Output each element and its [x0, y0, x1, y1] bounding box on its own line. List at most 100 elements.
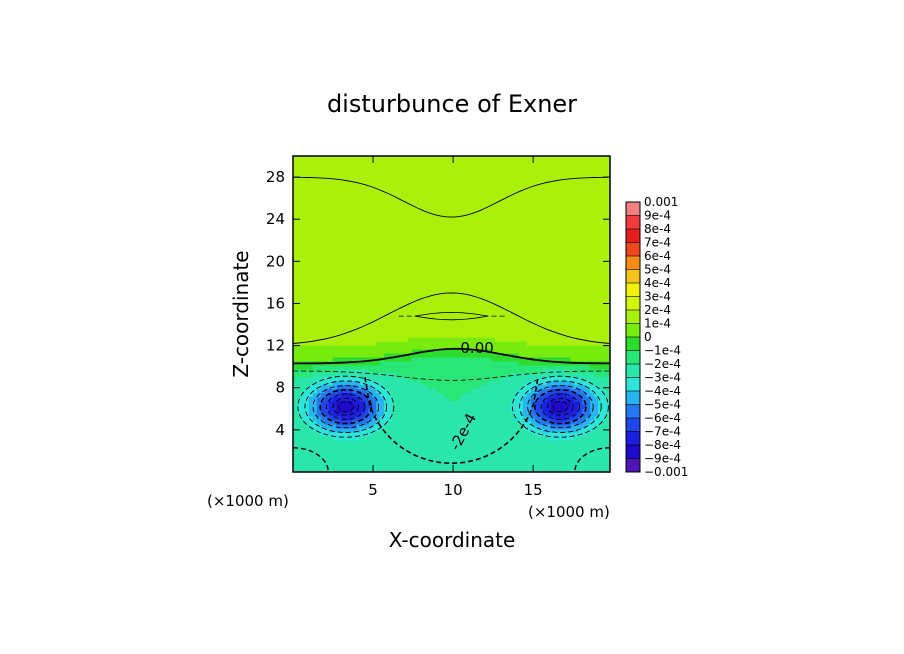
heatmap-cell [487, 444, 492, 449]
heatmap-cell [451, 365, 457, 370]
heatmap-cell [312, 207, 318, 212]
heatmap-cell [459, 353, 464, 359]
heatmap-cell [491, 325, 496, 331]
heatmap-cell [407, 432, 413, 438]
heatmap-cell [479, 408, 484, 414]
heatmap-cell [526, 231, 532, 236]
heatmap-cell [487, 302, 492, 307]
heatmap-cell [340, 179, 346, 185]
heatmap-cell [518, 294, 524, 299]
heatmap-cell [320, 404, 326, 410]
heatmap-cell [427, 302, 433, 307]
heatmap-cell [530, 211, 536, 216]
heatmap-cell [320, 231, 326, 236]
heatmap-cell [312, 436, 318, 441]
heatmap-cell [538, 238, 544, 244]
heatmap-cell [518, 266, 524, 272]
heatmap-cell [503, 227, 508, 232]
heatmap-cell [399, 159, 405, 165]
heatmap-cell [360, 179, 365, 185]
heatmap-cell [435, 444, 441, 449]
heatmap-cell [514, 333, 520, 339]
heatmap-cell [407, 246, 413, 252]
heatmap-cell [399, 258, 405, 264]
heatmap-cell [447, 404, 453, 410]
heatmap-cell [518, 428, 524, 434]
heatmap-cell [435, 179, 441, 185]
heatmap-cell [479, 377, 484, 382]
heatmap-cell [522, 191, 528, 197]
heatmap-cell [300, 266, 306, 272]
heatmap-cell [495, 175, 500, 181]
heatmap-cell [308, 298, 314, 303]
heatmap-cell [300, 400, 306, 406]
heatmap-cell [316, 381, 322, 386]
heatmap-cell [495, 436, 500, 441]
heatmap-cell [514, 258, 520, 264]
heatmap-cell [320, 207, 326, 212]
heatmap-cell [372, 416, 377, 422]
heatmap-cell [514, 156, 520, 161]
heatmap-cell [463, 420, 468, 426]
heatmap-cell [483, 191, 488, 197]
heatmap-cell [324, 456, 330, 461]
heatmap-cell [439, 321, 445, 327]
heatmap-cell [352, 231, 357, 236]
heatmap-cell [439, 183, 445, 189]
heatmap-cell [447, 270, 453, 276]
heatmap-cell [487, 282, 492, 287]
heatmap-cell [427, 207, 433, 212]
heatmap-cell [356, 329, 361, 335]
heatmap-cell [534, 306, 540, 311]
heatmap-cell [514, 396, 520, 402]
heatmap-cell [328, 436, 334, 441]
heatmap-cell [411, 385, 417, 390]
heatmap-cell [348, 270, 354, 276]
heatmap-cell [293, 223, 298, 228]
heatmap-cell [423, 219, 429, 224]
heatmap-cell [451, 302, 457, 307]
heatmap-cell [487, 460, 492, 465]
heatmap-cell [491, 412, 496, 418]
heatmap-cell [427, 250, 433, 256]
heatmap-cell [384, 393, 389, 398]
heatmap-cell [407, 389, 413, 394]
heatmap-cell [392, 432, 397, 438]
heatmap-cell [360, 369, 365, 374]
heatmap-cell [304, 235, 310, 240]
heatmap-cell [534, 290, 540, 295]
heatmap-cell [312, 448, 318, 453]
heatmap-cell [427, 325, 433, 331]
heatmap-cell [348, 349, 354, 355]
heatmap-cell [332, 385, 338, 390]
heatmap-cell [340, 227, 346, 232]
heatmap-cell [423, 163, 429, 169]
heatmap-cell [526, 171, 532, 177]
heatmap-cell [352, 163, 357, 169]
heatmap-cell [304, 183, 310, 189]
heatmap-cell [479, 333, 484, 339]
heatmap-cell [427, 416, 433, 422]
heatmap-cell [368, 337, 373, 343]
heatmap-cell [538, 199, 544, 204]
heatmap-cell [364, 294, 369, 299]
heatmap-cell [463, 227, 468, 232]
heatmap-cell [312, 159, 318, 165]
heatmap-cell [380, 306, 385, 311]
heatmap-cell [368, 373, 373, 378]
heatmap-cell [384, 156, 389, 161]
heatmap-cell [439, 314, 445, 319]
heatmap-cell [356, 381, 361, 386]
heatmap-cell [336, 337, 342, 343]
heatmap-cell [518, 179, 524, 185]
heatmap-cell [443, 396, 449, 402]
heatmap-cell [344, 369, 350, 374]
heatmap-cell [396, 440, 401, 445]
heatmap-cell [423, 385, 429, 390]
heatmap-cell [308, 314, 314, 319]
heatmap-cell [455, 187, 461, 193]
heatmap-cell [384, 345, 389, 351]
heatmap-cell [514, 365, 520, 370]
heatmap-cell [415, 353, 421, 359]
heatmap-cell [376, 171, 381, 177]
